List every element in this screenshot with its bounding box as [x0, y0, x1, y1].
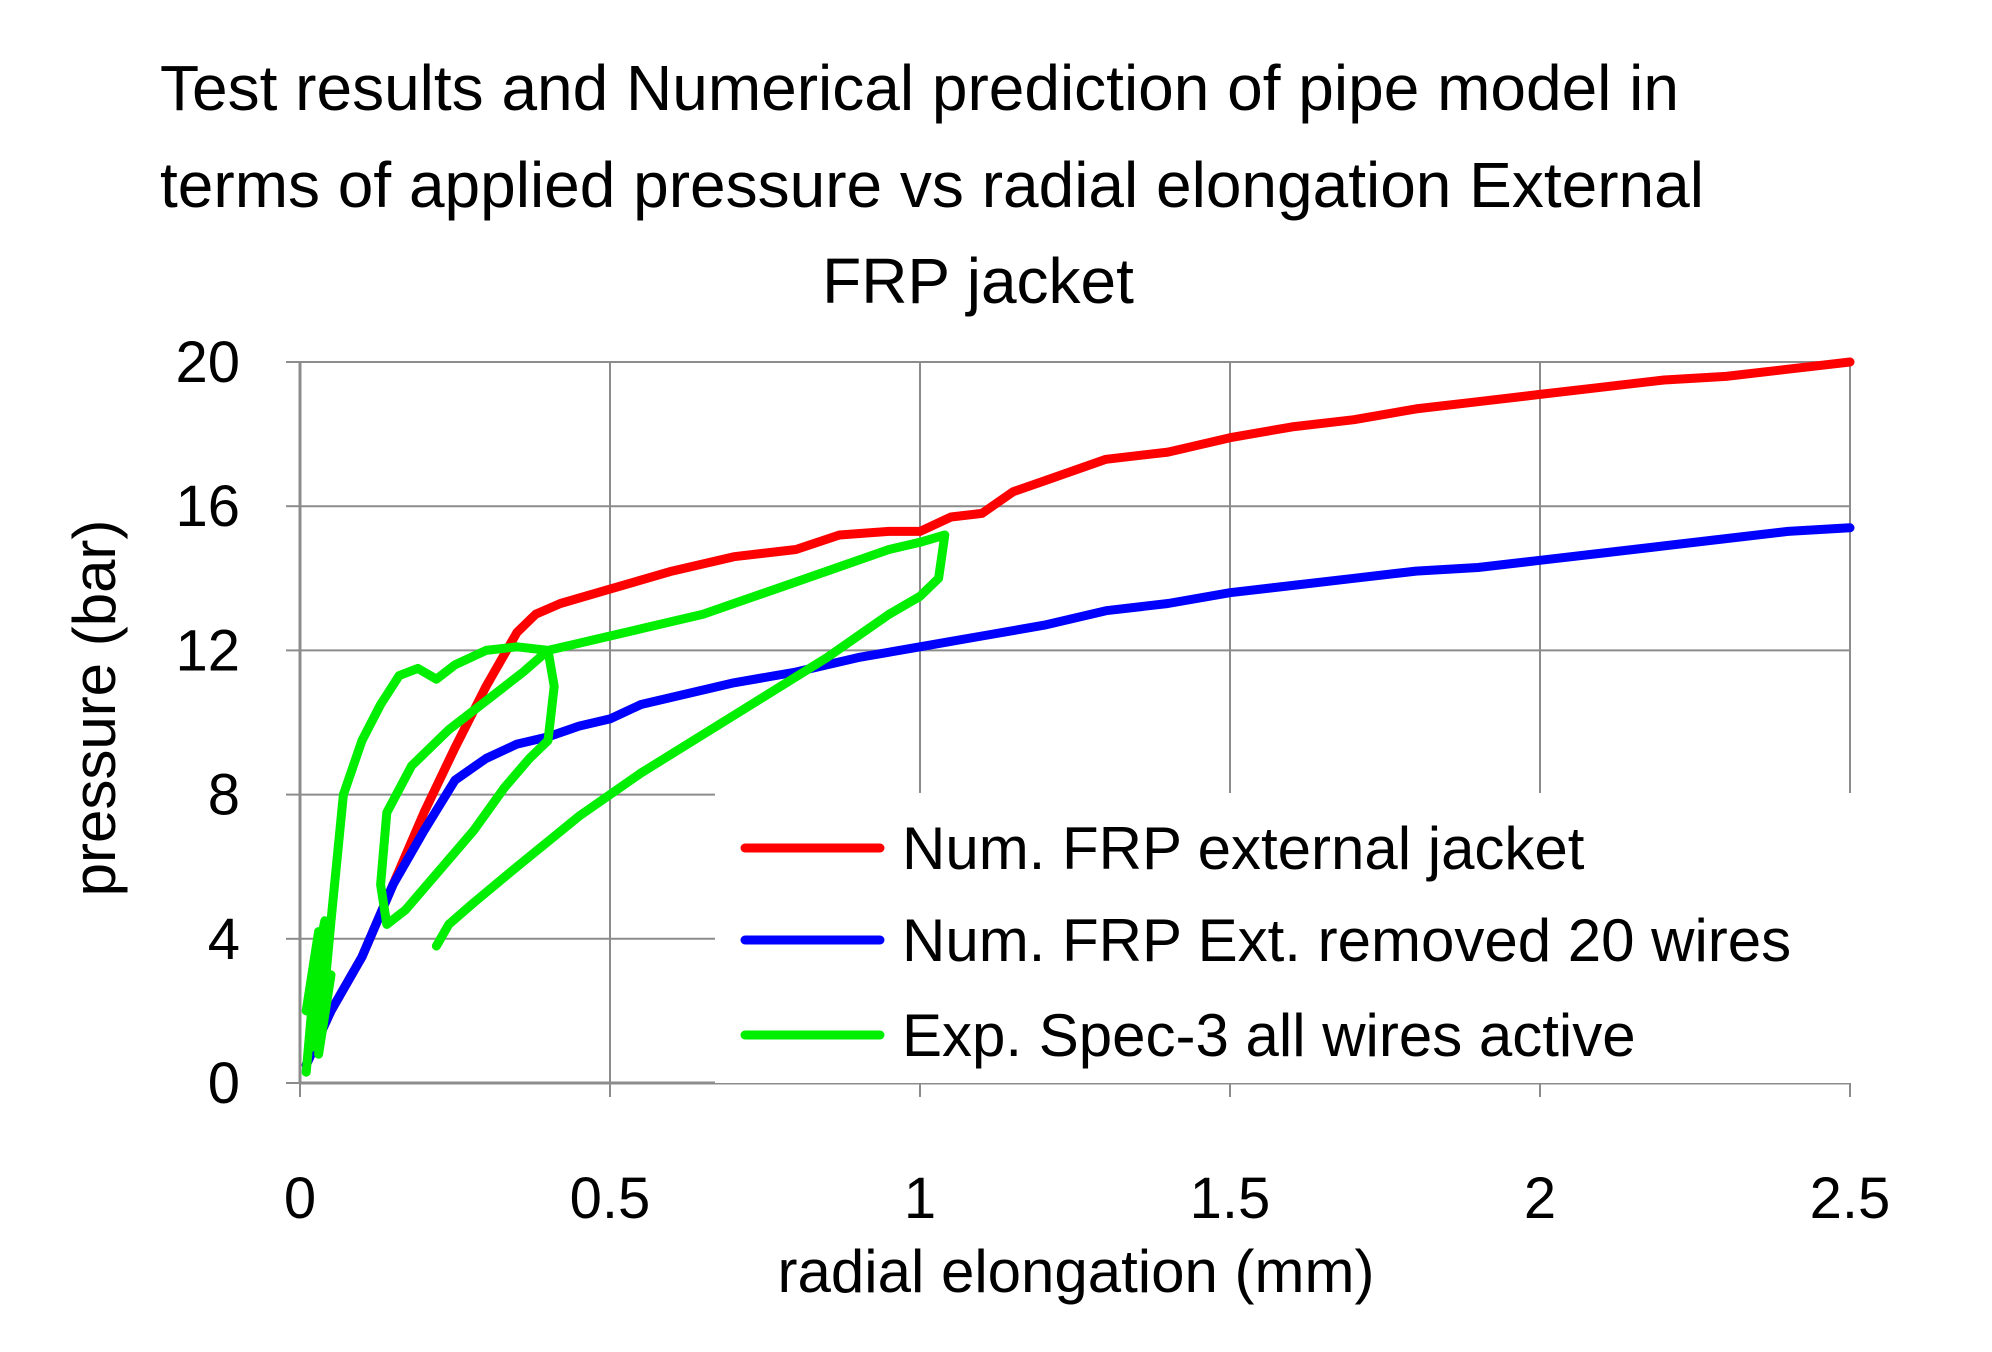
y-tick-label: 8 [208, 763, 240, 828]
chart-title-line-1: Test results and Numerical prediction of… [160, 52, 1679, 124]
y-tick-label: 16 [175, 474, 240, 539]
x-tick-label: 1 [904, 1166, 936, 1231]
legend-label-3: Exp. Spec-3 all wires active [902, 1002, 1636, 1069]
y-tick-label: 4 [208, 907, 240, 972]
x-tick-label: 0 [284, 1166, 316, 1231]
legend: Num. FRP external jacket Num. FRP Ext. re… [740, 815, 1791, 1069]
chart-title: Test results and Numerical prediction of… [160, 52, 1704, 317]
series-lines [301, 357, 1855, 1077]
series-line-3 [301, 530, 950, 1077]
chart-title-line-2: terms of applied pressure vs radial elon… [160, 149, 1704, 221]
x-tick-label: 2.5 [1810, 1166, 1891, 1231]
x-tick-label: 0.5 [570, 1166, 651, 1231]
y-tick-label: 20 [175, 330, 240, 395]
legend-label-1: Num. FRP external jacket [902, 815, 1585, 882]
tick-labels: 0 4 8 12 16 20 0 0.5 1 1.5 2 2.5 [175, 330, 1890, 1231]
y-axis-title: pressure (bar) [61, 520, 128, 897]
legend-background [715, 793, 1915, 1083]
series-line-2 [301, 523, 1855, 1070]
y-tick-label: 12 [175, 618, 240, 683]
y-tick-label: 0 [208, 1051, 240, 1116]
x-tick-label: 2 [1524, 1166, 1556, 1231]
x-axis-title: radial elongation (mm) [778, 1238, 1375, 1305]
chart-title-line-3: FRP jacket [822, 245, 1134, 317]
legend-label-2: Num. FRP Ext. removed 20 wires [902, 907, 1791, 974]
x-tick-label: 1.5 [1190, 1166, 1271, 1231]
